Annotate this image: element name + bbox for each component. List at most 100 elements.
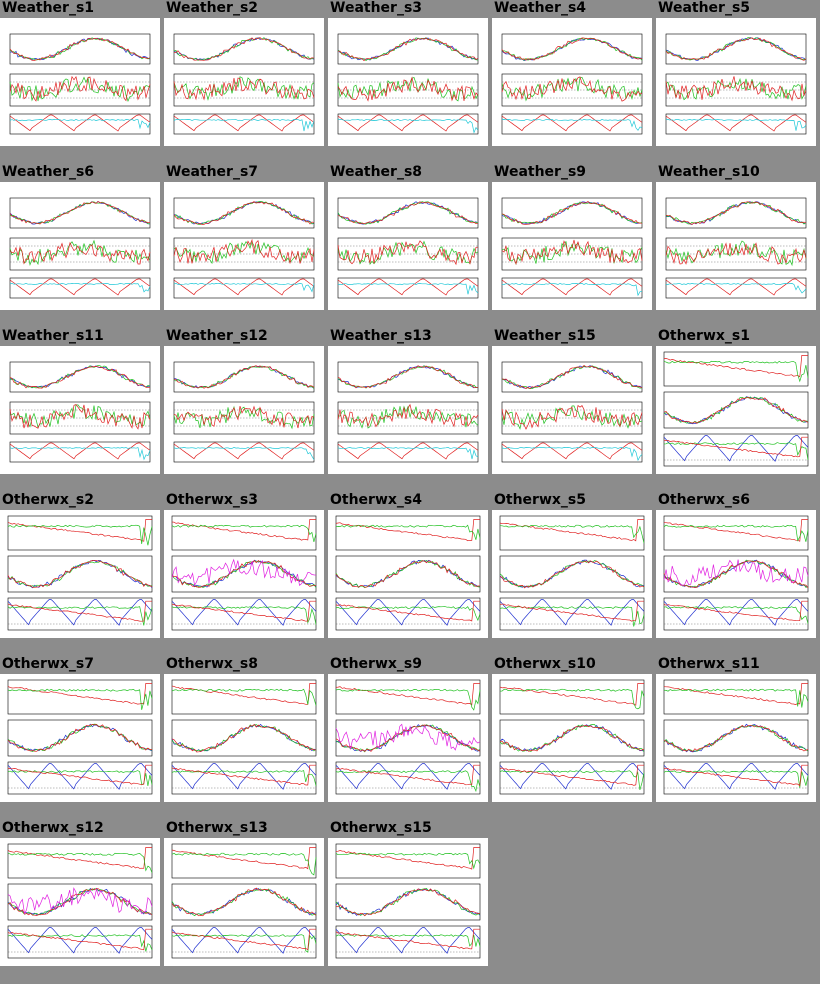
station-plot-thumbnail[interactable] bbox=[164, 346, 324, 474]
station-plot-thumbnail[interactable] bbox=[656, 182, 816, 310]
series-line bbox=[171, 723, 317, 753]
series-line bbox=[171, 770, 317, 786]
station-plot-thumbnail[interactable] bbox=[492, 18, 652, 146]
panel-frame bbox=[7, 883, 153, 921]
station-plot-thumbnail[interactable] bbox=[492, 674, 652, 802]
series-line bbox=[663, 360, 809, 383]
series-line bbox=[337, 201, 479, 225]
station-plot bbox=[171, 679, 317, 795]
station-plot-thumbnail[interactable] bbox=[0, 674, 160, 802]
series-line bbox=[499, 519, 644, 542]
series-line bbox=[663, 764, 808, 787]
series-line bbox=[335, 888, 481, 917]
station-plot-thumbnail[interactable] bbox=[328, 182, 488, 310]
series-line bbox=[663, 559, 809, 587]
series-line bbox=[173, 405, 315, 430]
station-plot-thumbnail[interactable] bbox=[0, 510, 160, 638]
station-plot-thumbnail[interactable] bbox=[656, 18, 816, 146]
series-line bbox=[499, 599, 645, 626]
panel-frame bbox=[663, 391, 809, 429]
station-plot-thumbnail[interactable] bbox=[164, 838, 324, 966]
series-line bbox=[171, 558, 317, 587]
station-plot-thumbnail[interactable] bbox=[492, 182, 652, 310]
station-plot-thumbnail[interactable] bbox=[328, 838, 488, 966]
series-line bbox=[501, 365, 643, 390]
station-title: Weather_s7 bbox=[166, 164, 259, 180]
panel-frame bbox=[337, 441, 479, 463]
station-title: Weather_s15 bbox=[494, 328, 596, 344]
station-title: Otherwx_s10 bbox=[494, 656, 596, 672]
series-line bbox=[337, 240, 479, 265]
station-plot-thumbnail[interactable] bbox=[656, 346, 816, 474]
series-line bbox=[173, 405, 315, 429]
station-plot bbox=[9, 361, 151, 463]
station-plot-thumbnail[interactable] bbox=[0, 346, 160, 474]
station-plot-thumbnail[interactable] bbox=[492, 346, 652, 474]
series-line bbox=[335, 600, 480, 622]
series-line bbox=[665, 278, 807, 296]
series-line bbox=[171, 724, 317, 753]
station-title: Otherwx_s6 bbox=[658, 492, 750, 508]
panel-frame bbox=[501, 361, 643, 393]
series-line bbox=[501, 447, 643, 462]
station-title: Weather_s11 bbox=[2, 328, 104, 344]
series-line bbox=[501, 241, 643, 265]
station-plot-thumbnail[interactable] bbox=[164, 510, 324, 638]
series-line bbox=[171, 600, 316, 622]
series-line bbox=[337, 278, 479, 296]
station-plot-thumbnail[interactable] bbox=[0, 838, 160, 966]
series-line bbox=[501, 365, 643, 389]
station-plot-thumbnail[interactable] bbox=[328, 674, 488, 802]
station-plot-thumbnail[interactable] bbox=[0, 182, 160, 310]
station-plot-thumbnail[interactable] bbox=[328, 510, 488, 638]
station-plot bbox=[173, 197, 315, 299]
series-line bbox=[173, 241, 315, 265]
station-title: Otherwx_s1 bbox=[658, 328, 750, 344]
panel-frame bbox=[7, 719, 153, 757]
series-line bbox=[9, 447, 151, 461]
series-line bbox=[501, 404, 643, 430]
series-line bbox=[335, 934, 481, 947]
station-plot-thumbnail[interactable] bbox=[164, 18, 324, 146]
series-line bbox=[665, 240, 807, 267]
panel-frame bbox=[501, 441, 643, 463]
series-line bbox=[663, 606, 809, 624]
series-line bbox=[7, 847, 152, 869]
series-line bbox=[173, 77, 315, 101]
panel-frame bbox=[335, 679, 481, 715]
series-line bbox=[337, 447, 479, 460]
station-plot-thumbnail[interactable] bbox=[0, 18, 160, 146]
station-plot-thumbnail[interactable] bbox=[656, 510, 816, 638]
series-line bbox=[9, 404, 151, 430]
series-line bbox=[173, 76, 315, 101]
station-plot-thumbnail[interactable] bbox=[328, 346, 488, 474]
series-line bbox=[663, 436, 808, 458]
station-plot-thumbnail[interactable] bbox=[164, 182, 324, 310]
station-plot-thumbnail[interactable] bbox=[492, 510, 652, 638]
panel-frame bbox=[7, 679, 153, 715]
series-line bbox=[171, 888, 317, 916]
panel-frame bbox=[337, 113, 479, 135]
station-plot-thumbnail[interactable] bbox=[164, 674, 324, 802]
series-line bbox=[9, 76, 151, 102]
series-line bbox=[501, 37, 643, 61]
series-line bbox=[173, 119, 315, 132]
station-title: Otherwx_s13 bbox=[166, 820, 268, 836]
series-line bbox=[337, 76, 479, 102]
series-line bbox=[337, 403, 479, 428]
panel-frame bbox=[335, 597, 481, 631]
series-line bbox=[9, 114, 151, 132]
series-line bbox=[337, 405, 479, 429]
series-line bbox=[501, 442, 643, 460]
panel-frame bbox=[9, 113, 151, 135]
station-plot bbox=[663, 351, 809, 467]
station-plot-thumbnail[interactable] bbox=[656, 674, 816, 802]
series-line bbox=[663, 770, 809, 788]
series-line bbox=[173, 37, 315, 61]
series-line bbox=[501, 37, 643, 61]
panel-frame bbox=[7, 555, 153, 593]
station-plot-thumbnail[interactable] bbox=[328, 18, 488, 146]
panel-frame bbox=[171, 843, 317, 879]
series-line bbox=[499, 560, 645, 589]
panel-frame bbox=[499, 761, 645, 795]
